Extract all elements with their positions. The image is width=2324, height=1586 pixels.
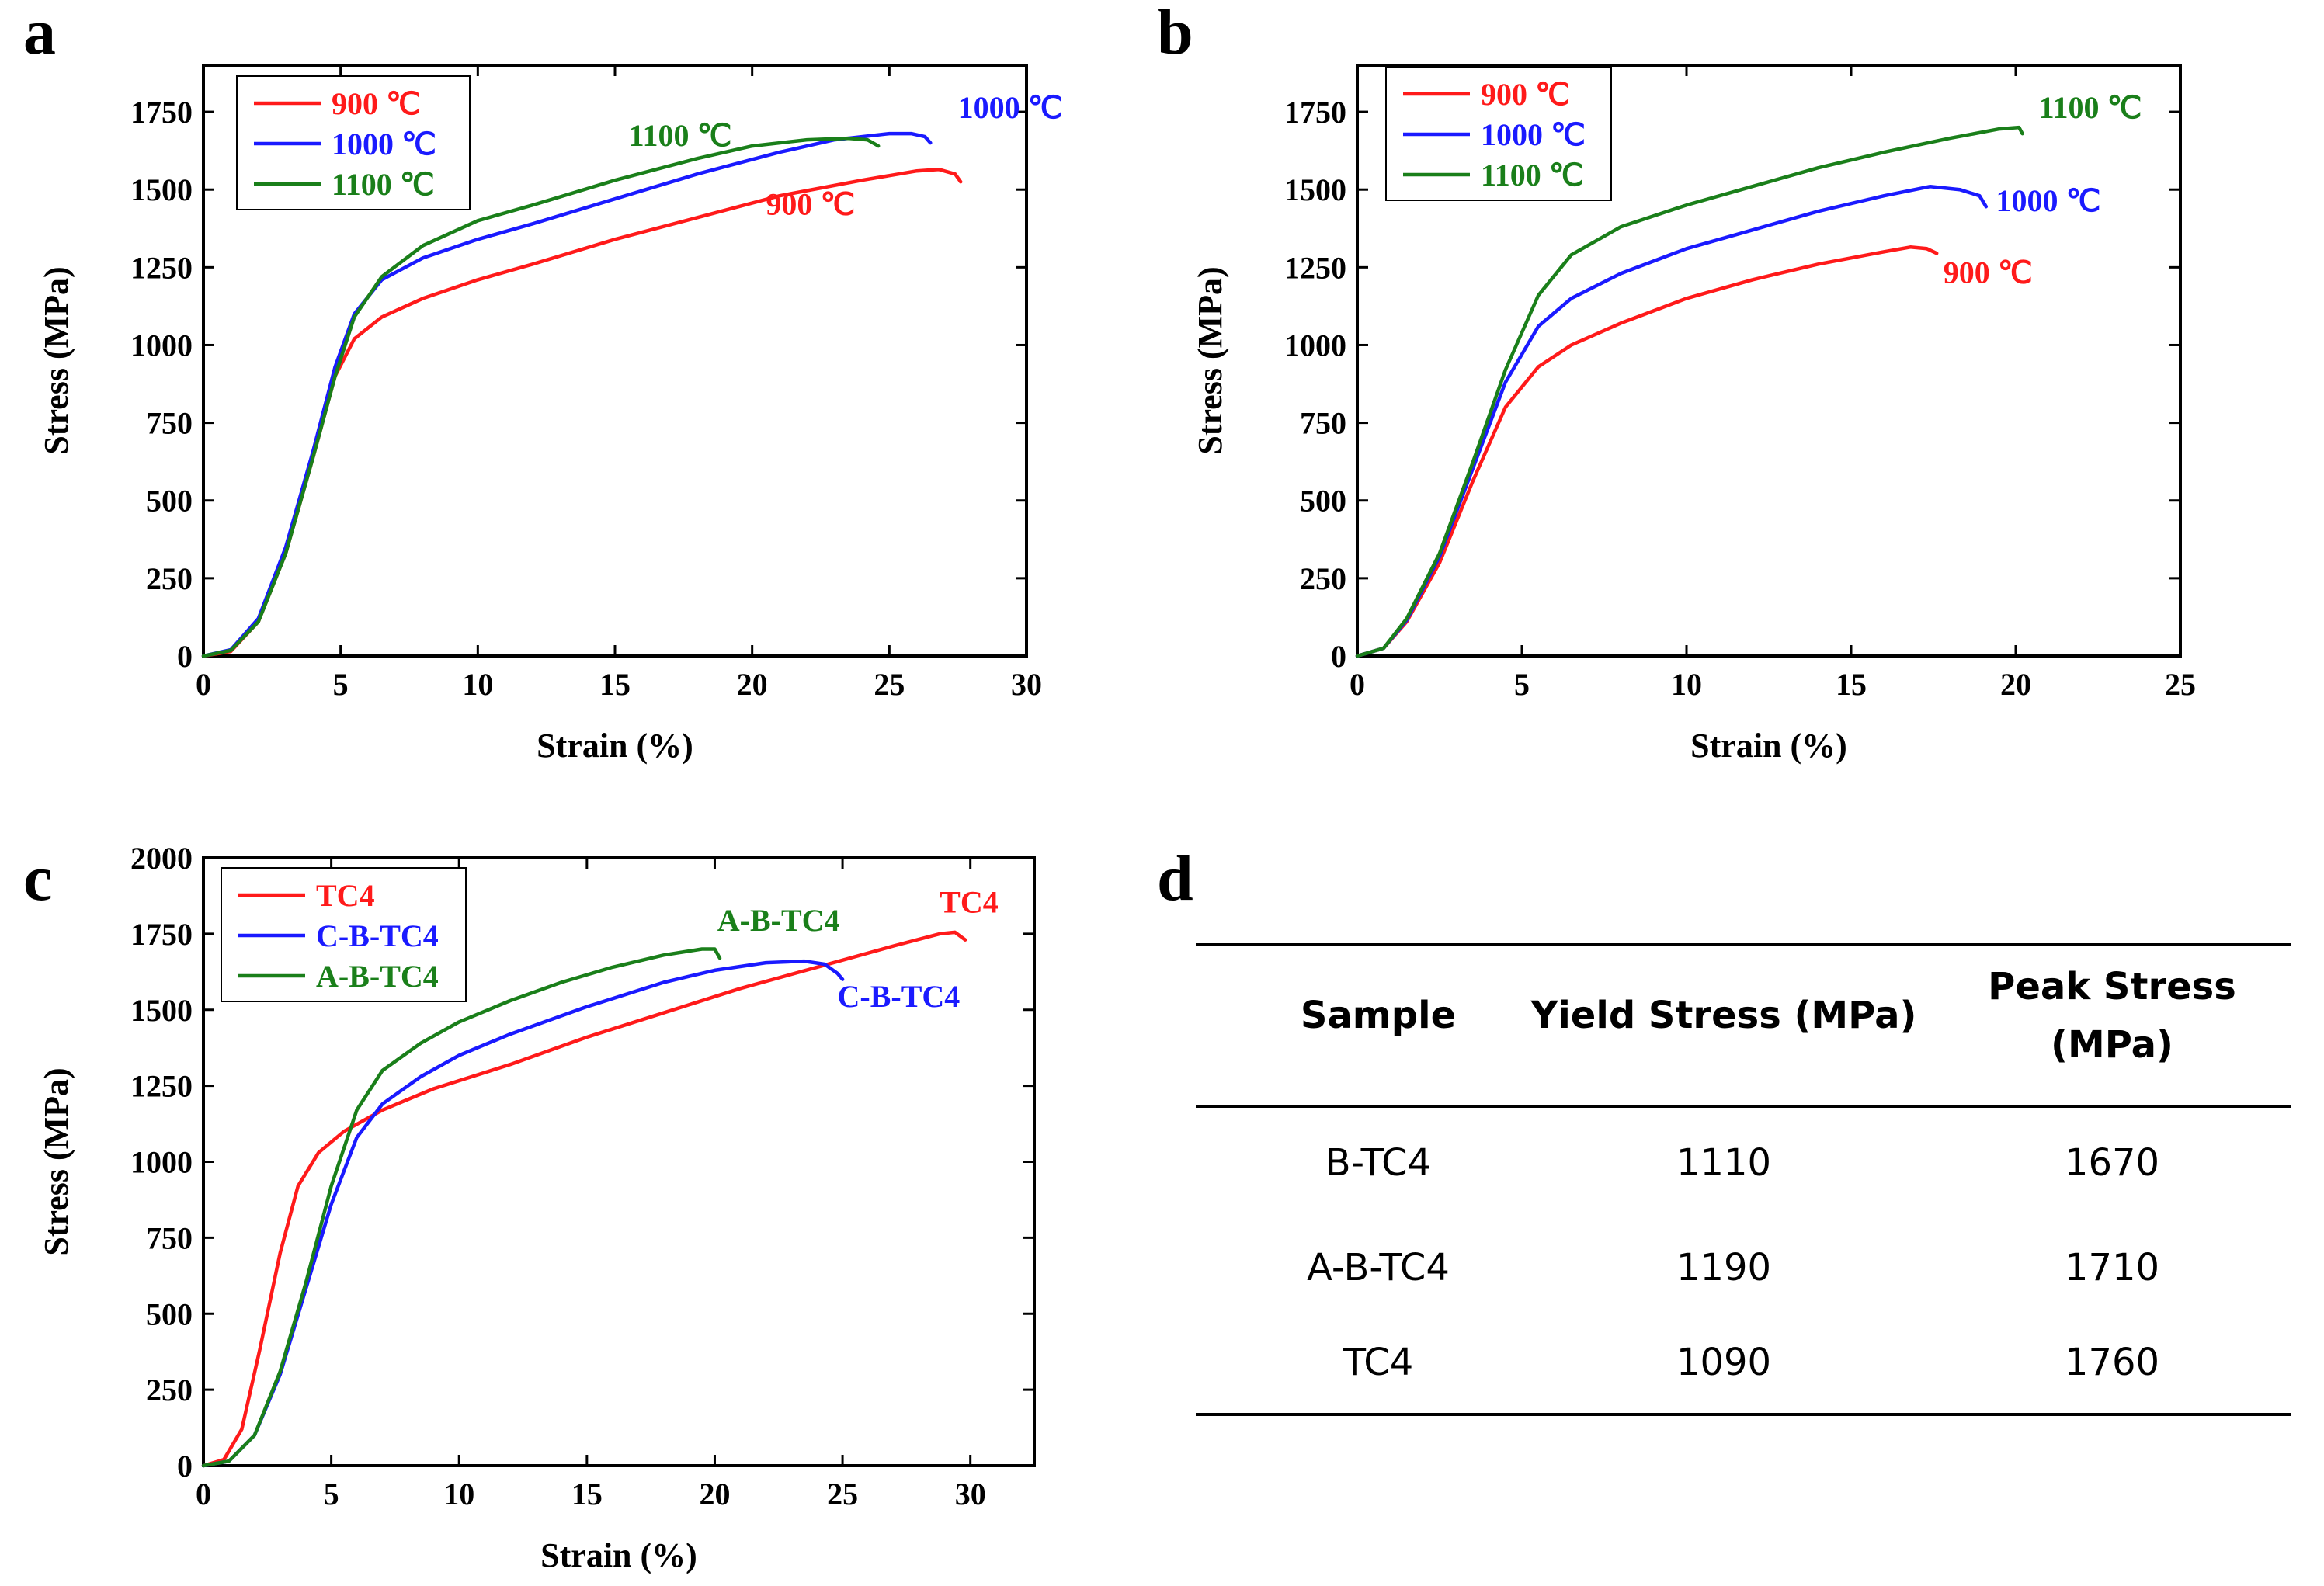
series-line-900 xyxy=(201,167,963,658)
x-tick-label: 10 xyxy=(1671,667,1702,702)
y-tick-label: 1000 xyxy=(1284,328,1346,363)
y-tick-label: 750 xyxy=(1300,406,1346,441)
legend-label: 1000 ℃ xyxy=(1481,117,1586,152)
y-tick-label: 1250 xyxy=(1284,250,1346,285)
y-tick-label: 500 xyxy=(146,1296,193,1331)
series-line-tc4 xyxy=(201,930,967,1468)
y-axis-label: Stress (MPa) xyxy=(37,1067,75,1255)
table-cell-peak: 1710 xyxy=(2064,1246,2160,1289)
plot-frame-b xyxy=(1356,64,2182,658)
curve-annotation: A-B-TC4 xyxy=(717,903,840,938)
y-tick-label: 2000 xyxy=(130,841,193,876)
curve-annotation: 1000 ℃ xyxy=(958,90,1063,125)
curve-annotation: TC4 xyxy=(940,884,999,919)
table-header-peak-line2: (MPa) xyxy=(2051,1023,2173,1067)
y-tick-label: 1500 xyxy=(130,172,193,207)
y-tick-label: 250 xyxy=(146,1373,193,1407)
curve-annotation: 1100 ℃ xyxy=(629,118,732,153)
curve-annotation: 900 ℃ xyxy=(1944,255,2033,290)
curve-annotation: 1000 ℃ xyxy=(1996,183,2101,218)
x-tick-label: 0 xyxy=(1350,667,1365,702)
series-line-1000 xyxy=(1355,184,1989,658)
curve-annotation: 1100 ℃ xyxy=(2039,90,2142,125)
x-tick-label: 5 xyxy=(333,667,349,702)
table-header-yield: Yield Stress (MPa) xyxy=(1530,994,1917,1037)
panel-label-b: b xyxy=(1157,0,1193,68)
x-tick-label: 15 xyxy=(1836,667,1867,702)
x-tick-label: 30 xyxy=(1011,667,1042,702)
legend-label: 1100 ℃ xyxy=(332,167,435,202)
curve-annotation: C-B-TC4 xyxy=(837,979,960,1014)
x-tick-label: 25 xyxy=(2165,667,2196,702)
x-axis-label: Strain (%) xyxy=(540,1536,697,1574)
x-axis-label: Strain (%) xyxy=(537,727,693,765)
x-tick-label: 20 xyxy=(699,1477,730,1511)
table-header-sample: Sample xyxy=(1300,994,1457,1037)
panel-label-a: a xyxy=(23,0,56,68)
table-header-peak-line1: Peak Stress xyxy=(1988,965,2236,1008)
table-cell-yield: 1190 xyxy=(1676,1246,1772,1289)
series-line-1100 xyxy=(201,136,881,658)
y-tick-label: 1750 xyxy=(1284,95,1346,130)
legend-label: C-B-TC4 xyxy=(316,918,439,953)
series-line-900 xyxy=(1355,245,1939,658)
x-tick-label: 20 xyxy=(737,667,768,702)
legend-label: TC4 xyxy=(316,878,375,913)
x-tick-label: 15 xyxy=(571,1477,603,1511)
y-tick-label: 1250 xyxy=(130,250,193,285)
x-tick-label: 30 xyxy=(955,1477,986,1511)
y-tick-label: 0 xyxy=(177,639,193,674)
x-tick-label: 0 xyxy=(196,667,211,702)
x-tick-label: 10 xyxy=(462,667,493,702)
y-axis-label: Stress (MPa) xyxy=(1191,266,1229,454)
x-tick-label: 15 xyxy=(599,667,631,702)
table-top-rule xyxy=(1196,943,2291,946)
table-cell-peak: 1760 xyxy=(2064,1341,2160,1384)
y-tick-label: 1500 xyxy=(1284,172,1346,207)
series-line-c-b-tc4 xyxy=(201,959,845,1468)
x-axis-label: Strain (%) xyxy=(1690,727,1847,765)
legend-label: A-B-TC4 xyxy=(316,959,439,994)
table-cell-sample: TC4 xyxy=(1343,1341,1414,1384)
y-tick-label: 1500 xyxy=(130,993,193,1028)
table-cell-sample: A-B-TC4 xyxy=(1307,1246,1450,1289)
y-tick-label: 250 xyxy=(146,561,193,596)
legend-label: 900 ℃ xyxy=(332,86,421,121)
panel-label-c: c xyxy=(23,842,53,914)
y-tick-label: 500 xyxy=(1300,484,1346,519)
table-cell-yield: 1110 xyxy=(1676,1141,1772,1185)
y-tick-label: 1000 xyxy=(130,1145,193,1180)
legend-label: 1000 ℃ xyxy=(332,127,436,161)
y-tick-label: 0 xyxy=(177,1449,193,1484)
x-tick-label: 25 xyxy=(874,667,905,702)
x-tick-label: 10 xyxy=(443,1477,474,1511)
x-tick-label: 5 xyxy=(1514,667,1530,702)
y-tick-label: 750 xyxy=(146,406,193,441)
y-tick-label: 1750 xyxy=(130,917,193,952)
legend-label: 1100 ℃ xyxy=(1481,158,1584,193)
y-tick-label: 0 xyxy=(1331,639,1346,674)
table-cell-sample: B-TC4 xyxy=(1325,1141,1432,1185)
x-tick-label: 0 xyxy=(196,1477,211,1511)
y-tick-label: 750 xyxy=(146,1220,193,1255)
series-line-1100 xyxy=(1355,125,2024,658)
table-bottom-rule xyxy=(1196,1413,2291,1416)
table-header-rule xyxy=(1196,1105,2291,1108)
x-tick-label: 25 xyxy=(827,1477,858,1511)
x-tick-label: 5 xyxy=(324,1477,339,1511)
panel-label-d: d xyxy=(1157,842,1193,914)
y-tick-label: 1250 xyxy=(130,1069,193,1104)
y-tick-label: 250 xyxy=(1300,561,1346,596)
y-tick-label: 1750 xyxy=(130,95,193,130)
series-line-a-b-tc4 xyxy=(201,947,722,1468)
legend-label: 900 ℃ xyxy=(1481,77,1570,112)
table-cell-peak: 1670 xyxy=(2064,1141,2160,1185)
curve-annotation: 900 ℃ xyxy=(766,186,855,221)
y-tick-label: 1000 xyxy=(130,328,193,363)
x-tick-label: 20 xyxy=(2000,667,2031,702)
table-cell-yield: 1090 xyxy=(1676,1341,1772,1384)
y-axis-label: Stress (MPa) xyxy=(37,266,75,454)
y-tick-label: 500 xyxy=(146,484,193,519)
